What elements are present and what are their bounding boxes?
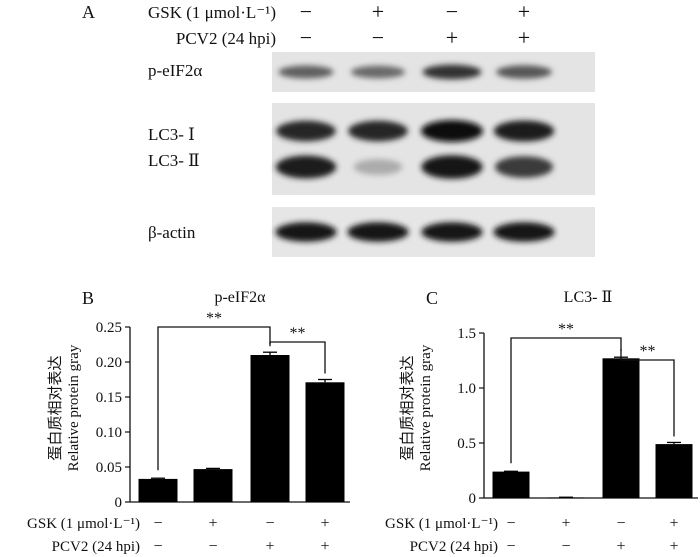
panel-a-treatment-signs: − + − +− − + + (300, 0, 530, 50)
c-treatment-label-gsk: GSK (1 μmol·L⁻¹) (385, 516, 498, 532)
b-treatment-label-pcv2: PCV2 (24 hpi) (52, 539, 140, 555)
b-treatment-label-gsk: GSK (1 μmol·L⁻¹) (27, 516, 140, 532)
y-tick-label: 0 (469, 491, 477, 507)
panel-c-ylabel-en: Relative protein gray (418, 344, 434, 471)
b-sign-row1-col1: − (208, 538, 217, 555)
panel-a-treatment-label-gsk: GSK (1 μmol·L⁻¹) (148, 3, 276, 22)
y-tick-label: 1.5 (457, 326, 476, 342)
significance-label-2: ** (640, 343, 656, 360)
panel-a-sign-row0-lane0: − (300, 0, 312, 24)
c-sign-row0-col1: + (561, 515, 570, 532)
bar-3 (602, 358, 640, 498)
c-treatment-label-pcv2: PCV2 (24 hpi) (410, 539, 498, 555)
b-sign-row1-col3: + (320, 538, 329, 555)
c-sign-row1-col0: − (506, 538, 515, 555)
panel-b-title: p-eIF2α (214, 289, 266, 306)
panel-b-ylabel-cn: 蛋白质相对表达 (47, 355, 64, 460)
y-tick-label: 0.25 (96, 320, 122, 336)
panel-a-sign-row1-lane2: + (446, 25, 458, 50)
lc3-ii-band-lane0 (275, 155, 337, 179)
panel-a-letter: A (82, 2, 95, 22)
lc3-ii-band-lane3 (494, 156, 554, 178)
lc3-i-band-lane3 (493, 120, 555, 142)
panel-c-ylabel-cn: 蛋白质相对表达 (399, 355, 416, 460)
significance-bracket-1 (157, 326, 271, 471)
significance-bracket-1 (510, 337, 622, 464)
panel-a-sign-row0-lane2: − (446, 0, 458, 24)
beta-actin-band-lane3 (493, 222, 555, 242)
significance-label-2: ** (290, 325, 306, 342)
blot-label-lc3-i: LC3- Ⅰ (148, 125, 195, 144)
c-sign-row0-col0: − (506, 515, 515, 532)
p-eif2a-band-lane0 (278, 65, 334, 79)
panel-a-treatment-label-pcv2: PCV2 (24 hpi) (176, 29, 276, 48)
significance-bracket-2 (620, 349, 675, 437)
y-tick-label: 0.10 (96, 425, 122, 441)
panel-b-letter: B (82, 288, 94, 308)
lc3-i-band-lane2 (421, 120, 483, 142)
b-sign-row1-col2: + (265, 538, 274, 555)
b-sign-row0-col2: − (265, 515, 274, 532)
chart-p-eif2a: 0 0.05 0.10 0.15 0.20 0.25 ** ** (96, 310, 350, 511)
lc3-i-band-lane1 (348, 120, 408, 142)
y-tick-label: 1.0 (457, 381, 476, 397)
bar-1 (492, 471, 530, 498)
beta-actin-band-lane2 (421, 222, 483, 242)
bottom-treatments: GSK (1 μmol·L⁻¹) PCV2 (24 hpi) GSK (1 μm… (27, 515, 678, 555)
p-eif2a-band-lane3 (496, 65, 552, 79)
panel-a: A GSK (1 μmol·L⁻¹) PCV2 (24 hpi) − + − +− − +… (82, 0, 595, 257)
panel-a-sign-row1-lane0: − (300, 25, 312, 50)
panel-b: B p-eIF2α 蛋白质相对表达 Relative protein gray … (47, 288, 350, 511)
b-sign-row1-col0: − (153, 538, 162, 555)
blot-lc3 (272, 103, 595, 195)
bar-1 (138, 478, 178, 502)
b-sign-row0-col0: − (153, 515, 162, 532)
c-sign-row0-col3: + (669, 515, 678, 532)
blot-label-p-eif2a: p-eIF2α (148, 61, 202, 80)
y-tick-label: 0 (115, 495, 123, 511)
blot-p-eif2a (272, 52, 595, 92)
b-sign-row0-col3: + (320, 515, 329, 532)
lc3-ii-band-lane1 (353, 159, 403, 175)
beta-actin-band-lane0 (275, 222, 337, 242)
bar-4 (655, 444, 693, 498)
blot-label-lc3-ii: LC3- Ⅱ (148, 151, 200, 170)
b-sign-row0-col1: + (208, 515, 217, 532)
c-sign-row1-col3: + (669, 538, 678, 555)
y-tick-label: 0.20 (96, 355, 122, 371)
bar-2 (193, 469, 233, 502)
bar-4 (305, 382, 345, 502)
panel-a-sign-row1-lane1: − (372, 25, 384, 50)
significance-bracket-2 (269, 341, 326, 374)
y-tick-label: 0.5 (457, 436, 476, 452)
bar-3 (250, 355, 290, 502)
panel-a-sign-row1-lane3: + (518, 25, 530, 50)
significance-label-1: ** (206, 310, 222, 327)
significance-label-1: ** (558, 321, 574, 338)
beta-actin-band-lane1 (347, 222, 409, 242)
c-sign-row1-col2: + (616, 538, 625, 555)
blot-label-beta-actin: β-actin (148, 223, 196, 242)
lc3-i-band-lane0 (276, 120, 336, 142)
chart-lc3-ii: 0 0.5 1.0 1.5 ** ** (457, 321, 698, 507)
panel-c-title: LC3- Ⅱ (564, 289, 613, 306)
p-eif2a-band-lane2 (422, 64, 482, 80)
y-tick-label: 0.15 (96, 390, 122, 406)
panel-a-sign-row0-lane3: + (518, 0, 530, 24)
p-eif2a-band-lane1 (350, 65, 406, 79)
panel-c: C LC3- Ⅱ 蛋白质相对表达 Relative protein gray 0… (399, 288, 698, 507)
panel-b-ylabel-en: Relative protein gray (66, 344, 82, 471)
c-sign-row1-col1: − (561, 538, 570, 555)
panel-a-sign-row0-lane1: + (372, 0, 384, 24)
y-tick-label: 0.05 (96, 460, 122, 476)
blot-beta-actin (272, 207, 595, 257)
c-sign-row0-col2: − (616, 515, 625, 532)
panel-c-letter: C (426, 288, 438, 308)
lc3-ii-band-lane2 (421, 155, 483, 179)
blot-strip-lc3 (272, 103, 595, 195)
